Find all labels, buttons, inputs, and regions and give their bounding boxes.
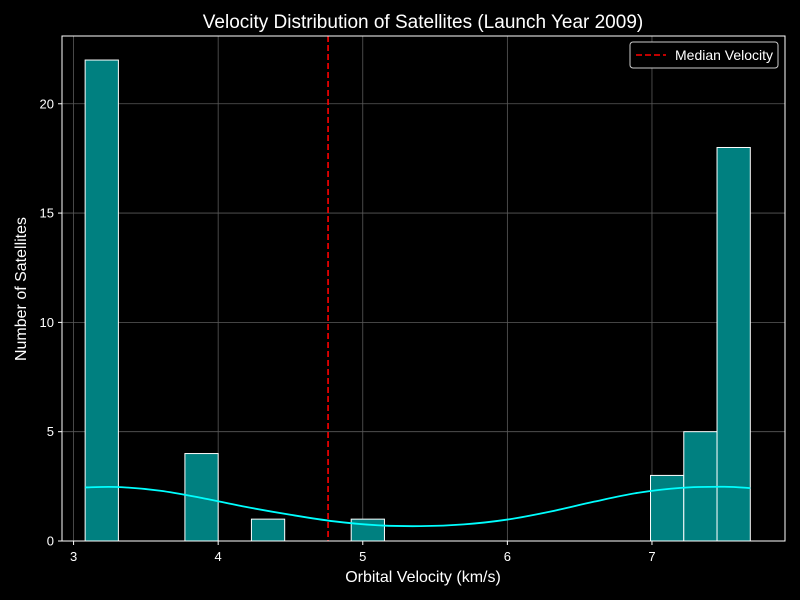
kde-curve [85,485,751,528]
histogram-bar [250,518,286,542]
y-tick-label: 0 [47,534,54,549]
x-tick-label: 6 [504,549,511,564]
histogram-bar [716,146,751,542]
y-tick-label: 15 [40,206,54,221]
x-tick-label: 5 [359,549,366,564]
x-tick-label: 7 [648,549,655,564]
chart-title: Velocity Distribution of Satellites (Lau… [203,12,643,33]
histogram-bar [84,59,119,542]
x-tick-label: 4 [215,549,222,564]
y-tick-label: 20 [40,96,54,111]
legend: Median Velocity [629,41,779,69]
y-axis-label: Number of Satellites [13,217,30,361]
histogram-bar [350,518,385,542]
histogram-bars [84,59,751,542]
axis-ticks: 3 4 5 6 7 0 5 10 15 20 [40,96,656,564]
histogram-bar [650,474,685,542]
x-tick-label: 3 [70,549,77,564]
y-tick-label: 5 [47,424,54,439]
x-axis-label: Orbital Velocity (km/s) [345,569,501,586]
legend-label-median: Median Velocity [675,47,773,63]
y-tick-label: 10 [40,315,54,330]
plot-area-frame [61,35,786,542]
kde-layer [85,485,751,528]
legend-box [629,41,779,69]
